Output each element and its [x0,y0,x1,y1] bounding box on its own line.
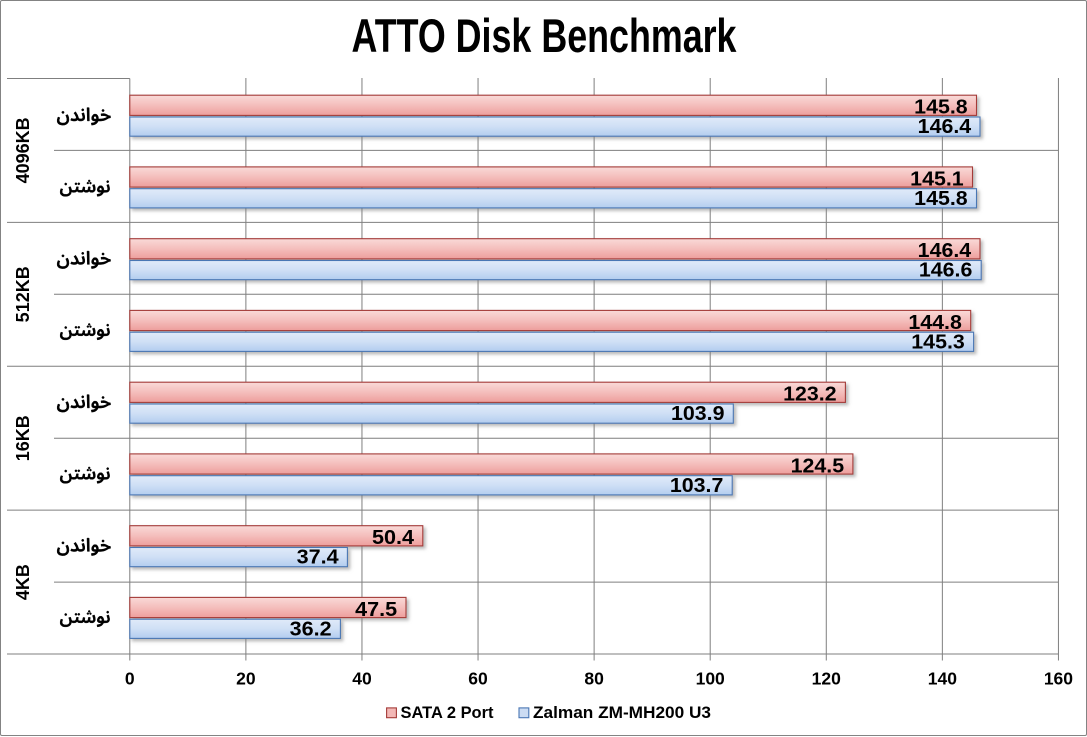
svg-text:36.2: 36.2 [290,618,332,640]
svg-text:145.1: 145.1 [910,168,964,190]
svg-text:80: 80 [584,669,604,689]
svg-text:145.8: 145.8 [914,97,968,119]
svg-text:60: 60 [468,669,488,689]
svg-text:20: 20 [236,669,256,689]
svg-text:144.8: 144.8 [908,312,962,334]
svg-text:145.8: 145.8 [914,188,968,210]
svg-text:123.2: 123.2 [783,384,837,406]
svg-text:Zalman ZM-MH200 U3: Zalman ZM-MH200 U3 [533,703,711,722]
svg-text:160: 160 [1044,669,1073,689]
svg-text:120: 120 [812,669,841,689]
svg-text:47.5: 47.5 [355,599,397,621]
svg-text:146.4: 146.4 [918,116,972,138]
svg-text:ATTO Disk Benchmark: ATTO Disk Benchmark [352,10,737,63]
svg-text:40: 40 [352,669,372,689]
svg-text:124.5: 124.5 [791,455,845,477]
svg-text:146.4: 146.4 [918,240,972,262]
svg-text:4096KB: 4096KB [13,117,33,183]
svg-text:103.7: 103.7 [670,475,724,497]
svg-text:4KB: 4KB [13,564,33,600]
svg-text:146.6: 146.6 [919,260,973,282]
svg-text:103.9: 103.9 [671,403,725,425]
svg-text:145.3: 145.3 [911,331,965,353]
svg-text:50.4: 50.4 [372,527,415,549]
svg-text:SATA 2 Port: SATA 2 Port [401,703,494,722]
svg-text:16KB: 16KB [13,415,33,461]
svg-text:100: 100 [696,669,725,689]
svg-text:0: 0 [125,669,135,689]
svg-text:140: 140 [928,669,957,689]
svg-text:512KB: 512KB [13,266,33,322]
svg-text:37.4: 37.4 [297,547,340,569]
